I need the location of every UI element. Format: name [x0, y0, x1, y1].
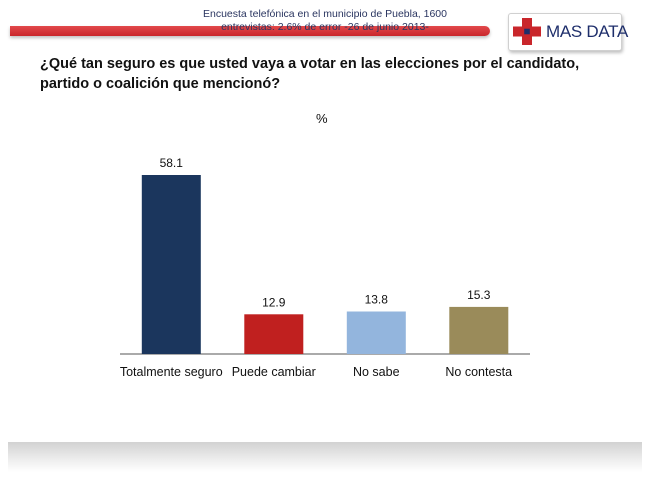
category-label-0: Totalmente seguro [120, 365, 223, 379]
data-label-1: 12.9 [262, 295, 286, 309]
category-label-1: Puede cambiar [232, 365, 316, 379]
bar-3 [449, 306, 509, 354]
bar-1 [244, 314, 304, 354]
category-label-2: No sabe [353, 365, 400, 379]
chart-title: % [316, 111, 328, 126]
medical-cross-icon [513, 18, 541, 45]
footer-note: Encuesta telefónica en el municipio de P… [0, 8, 650, 34]
footer-bar [8, 442, 642, 472]
footer-line-2: entrevistas: 2.6% de error -26 de junio … [221, 21, 429, 33]
data-label-3: 15.3 [467, 288, 491, 302]
bar-0 [141, 175, 201, 354]
question-title: ¿Qué tan seguro es que usted vaya a vota… [40, 56, 580, 92]
brand-name: MAS DATA [546, 22, 628, 41]
header-accent-bar [10, 26, 490, 36]
data-label-2: 13.8 [365, 293, 389, 307]
category-label-3: No contesta [445, 365, 512, 379]
data-label-0: 58.1 [160, 156, 184, 170]
brand-logo: MAS DATA [508, 13, 628, 51]
bar-2 [346, 311, 406, 354]
footer-line-1: Encuesta telefónica en el municipio de P… [202, 8, 447, 20]
